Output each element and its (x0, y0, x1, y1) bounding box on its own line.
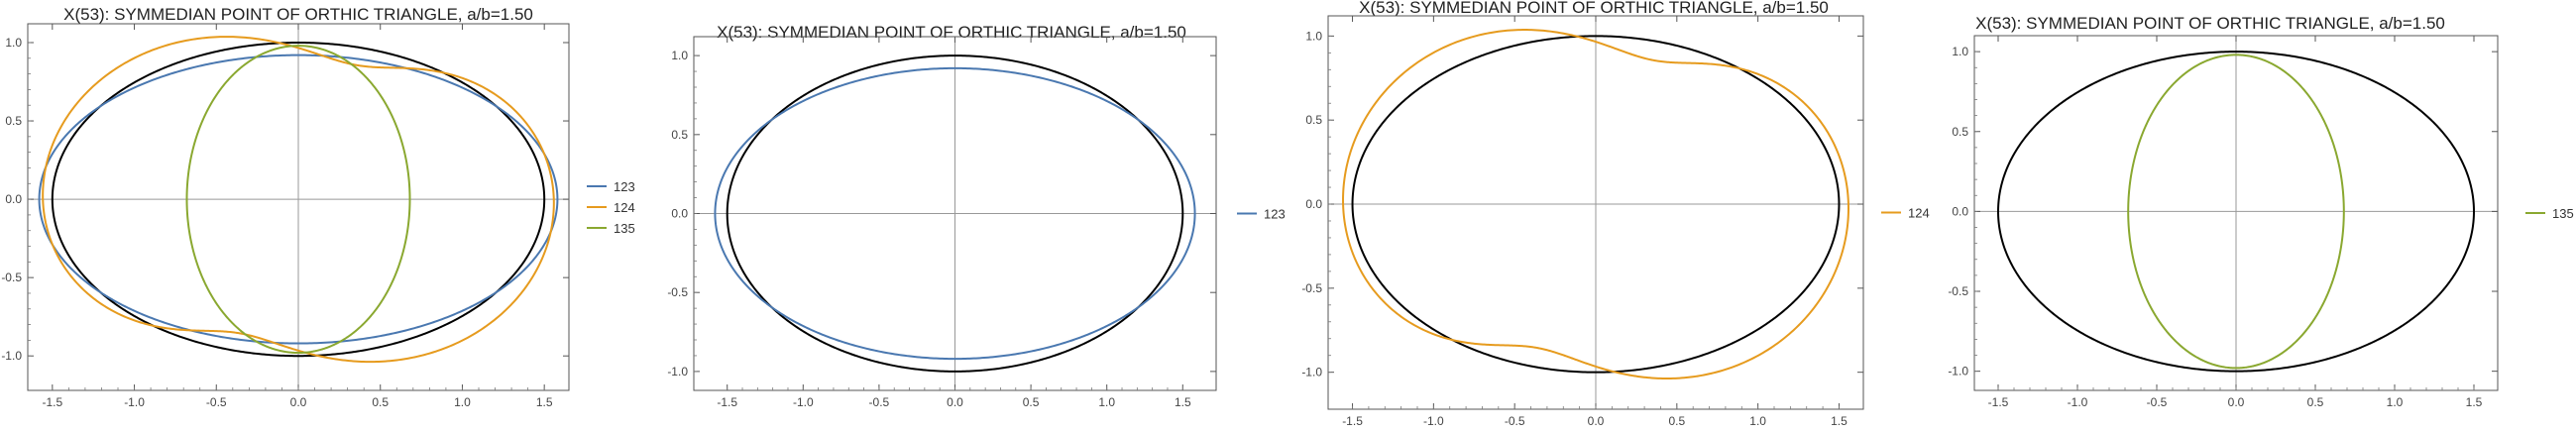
y-tick-label: 0.5 (671, 128, 688, 142)
x-tick-label: -0.5 (1505, 414, 1525, 428)
x-tick-label: 0.5 (1668, 414, 1685, 428)
x-tick-label: -1.0 (1423, 414, 1444, 428)
x-tick-label: -1.0 (2068, 395, 2088, 409)
x-tick-label: 1.5 (536, 395, 553, 409)
y-tick-label: -0.5 (1301, 281, 1322, 295)
y-tick-label: 0.5 (1952, 125, 1968, 139)
chart-panel: X(53): SYMMEDIAN POINT OF ORTHIC TRIANGL… (1, 5, 634, 409)
chart-title: X(53): SYMMEDIAN POINT OF ORTHIC TRIANGL… (63, 5, 533, 24)
legend: 124 (1881, 206, 1930, 221)
x-tick-label: 0.0 (290, 395, 307, 409)
x-tick-label: 1.5 (1175, 395, 1191, 409)
chart-panel: X(53): SYMMEDIAN POINT OF ORTHIC TRIANGL… (667, 23, 1285, 409)
chart-title: X(53): SYMMEDIAN POINT OF ORTHIC TRIANGL… (717, 23, 1186, 42)
x-tick-label: 1.0 (2387, 395, 2404, 409)
y-tick-label: 1.0 (5, 36, 22, 50)
y-tick-label: 0.0 (671, 207, 688, 221)
y-tick-label: 0.0 (1952, 204, 1968, 218)
legend-label: 124 (1908, 206, 1930, 221)
legend-label: 135 (614, 221, 635, 236)
series-group (1342, 29, 1849, 380)
y-tick-label: -0.5 (1, 271, 22, 284)
x-tick-label: 0.5 (2307, 395, 2324, 409)
legend: 123 (1237, 207, 1286, 222)
series-curve-135 (2127, 54, 2345, 370)
x-tick-label: -0.5 (2147, 395, 2168, 409)
reference-ellipse (1351, 35, 1841, 374)
y-tick-label: 1.0 (671, 49, 688, 62)
x-tick-label: 0.0 (1588, 414, 1605, 428)
series-curve-124 (42, 36, 555, 364)
series-curve-124 (1342, 29, 1849, 380)
y-tick-label: -1.0 (1, 349, 22, 363)
x-tick-label: -1.5 (1342, 414, 1363, 428)
x-tick-label: -0.5 (869, 395, 890, 409)
x-tick-label: 1.0 (1749, 414, 1766, 428)
y-tick-label: -0.5 (667, 285, 688, 299)
x-tick-label: -0.5 (206, 395, 227, 409)
x-tick-label: 1.5 (1831, 414, 1848, 428)
x-tick-label: 0.5 (1023, 395, 1040, 409)
x-tick-label: -1.5 (717, 395, 737, 409)
legend-label: 135 (2552, 206, 2574, 221)
legend-label: 123 (1264, 207, 1286, 222)
chart-panel: X(53): SYMMEDIAN POINT OF ORTHIC TRIANGL… (1301, 0, 1929, 428)
x-tick-label: -1.0 (124, 395, 145, 409)
x-tick-label: 0.0 (947, 395, 963, 409)
x-tick-label: 0.0 (2228, 395, 2245, 409)
chart-panel: X(53): SYMMEDIAN POINT OF ORTHIC TRIANGL… (1948, 14, 2573, 409)
series-group (1996, 51, 2476, 373)
series-curve-123 (714, 66, 1196, 361)
y-tick-label: 1.0 (1305, 29, 1322, 43)
series-group (714, 54, 1196, 373)
legend: 123 124 135 (587, 179, 635, 236)
x-tick-label: 1.0 (1098, 395, 1115, 409)
y-tick-label: 0.0 (5, 192, 22, 206)
x-tick-label: -1.5 (42, 395, 62, 409)
x-tick-label: 0.5 (372, 395, 389, 409)
legend: 135 (2525, 206, 2574, 221)
y-tick-label: 1.0 (1952, 45, 1968, 58)
reference-ellipse (51, 41, 546, 358)
series-curve-123 (38, 54, 559, 345)
series-group (38, 36, 559, 364)
legend-label: 124 (614, 200, 635, 215)
y-tick-label: 0.5 (1305, 113, 1322, 127)
y-tick-label: -1.0 (1948, 365, 1968, 379)
series-curve-135 (185, 45, 411, 355)
chart-title: X(53): SYMMEDIAN POINT OF ORTHIC TRIANGL… (1975, 14, 2445, 33)
y-tick-label: -1.0 (667, 365, 688, 379)
legend-label: 123 (614, 179, 635, 194)
y-tick-label: -0.5 (1948, 284, 1968, 298)
y-tick-label: 0.5 (5, 114, 22, 128)
chart-title: X(53): SYMMEDIAN POINT OF ORTHIC TRIANGL… (1359, 0, 1829, 17)
y-tick-label: 0.0 (1305, 197, 1322, 211)
x-tick-label: 1.0 (454, 395, 471, 409)
y-tick-label: -1.0 (1301, 366, 1322, 379)
x-tick-label: -1.5 (1988, 395, 2009, 409)
reference-ellipse (1996, 51, 2476, 373)
x-tick-label: 1.5 (2466, 395, 2483, 409)
x-tick-label: -1.0 (793, 395, 814, 409)
reference-ellipse (726, 54, 1184, 373)
